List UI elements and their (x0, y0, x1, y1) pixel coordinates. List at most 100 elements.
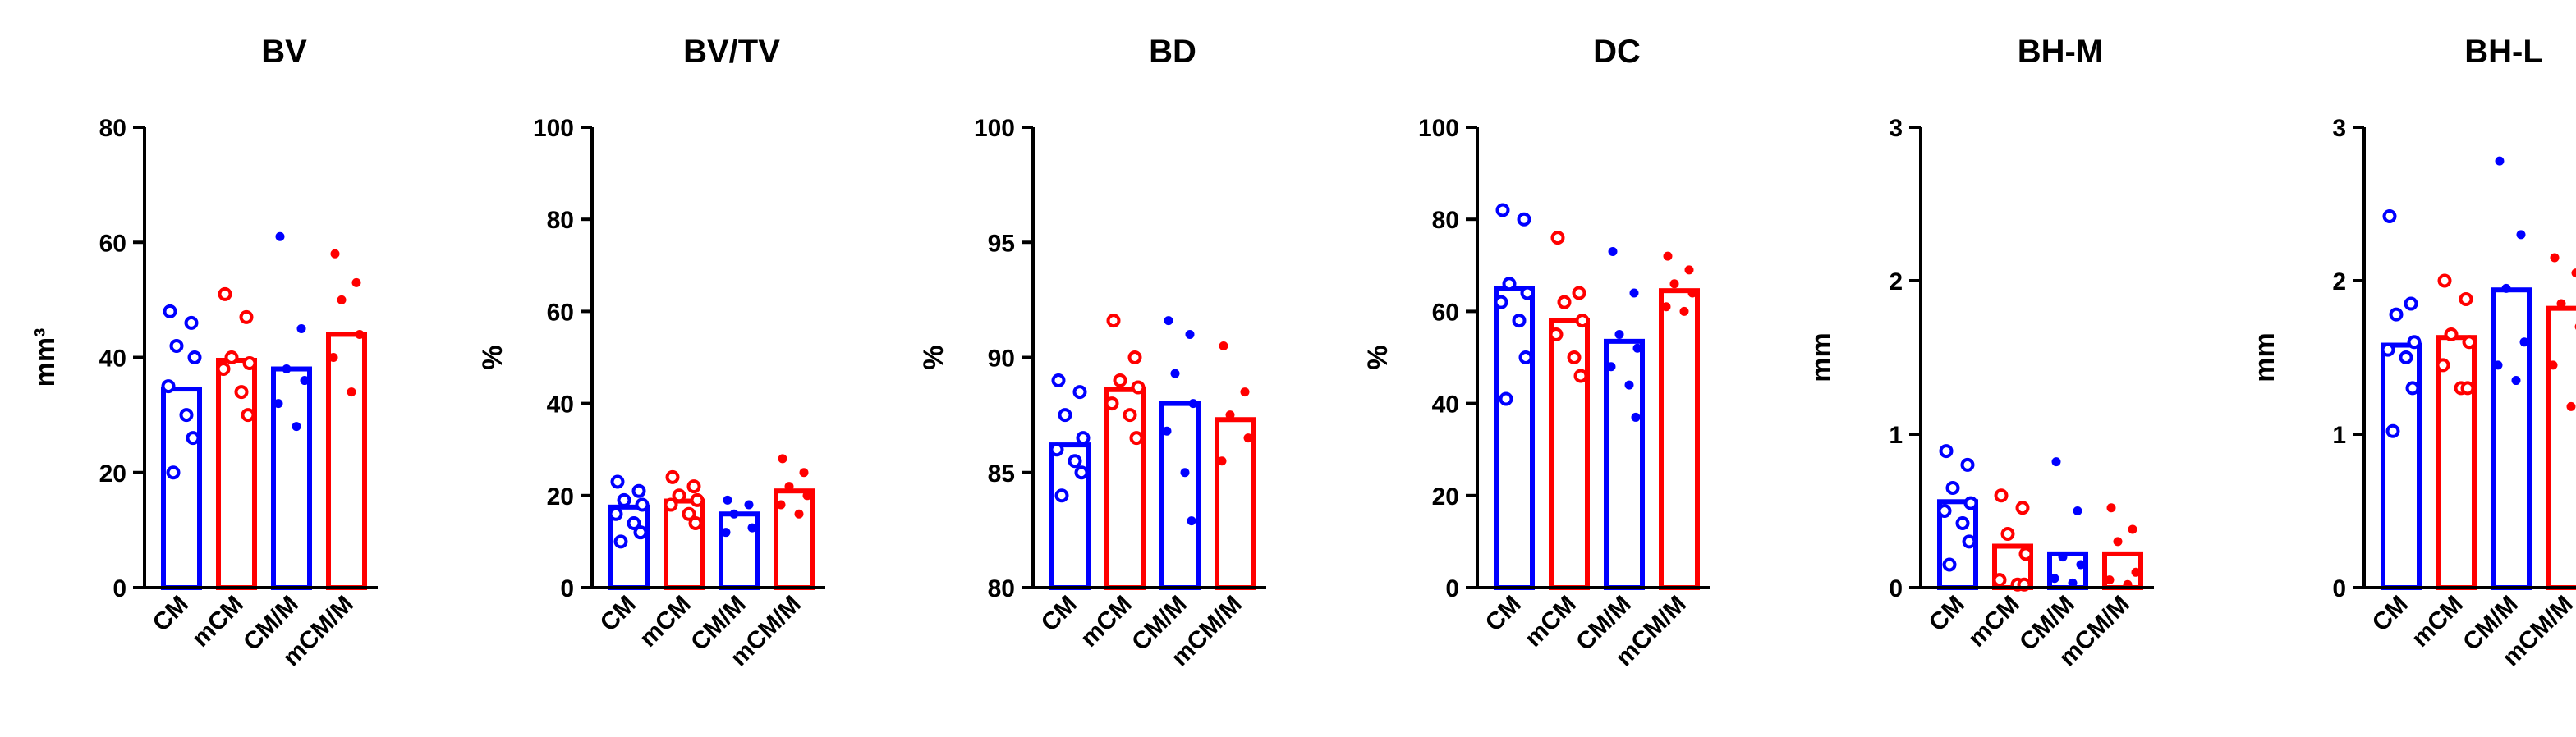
data-point (1180, 468, 1190, 478)
data-point (776, 500, 786, 510)
data-point (2436, 358, 2450, 373)
data-point (1937, 504, 1952, 518)
x-tick-label: CM (1481, 591, 1527, 637)
data-point (234, 385, 249, 400)
data-point (1994, 488, 2009, 503)
x-tick-label: mCM (1076, 591, 1137, 652)
data-point (672, 488, 686, 503)
panel-title: BV (261, 34, 307, 70)
data-point (682, 506, 696, 521)
data-point (169, 338, 184, 353)
data-point (2068, 578, 2078, 588)
data-point (1550, 231, 1565, 245)
bar-mcm-m (326, 332, 367, 590)
data-point (1606, 362, 1616, 372)
data-point (744, 500, 754, 510)
y-tick-label: 100 (974, 115, 1015, 142)
data-point (2385, 423, 2400, 438)
y-tick-label: 80 (1432, 207, 1459, 234)
x-tick-label: CM (1924, 591, 1970, 637)
y-axis-label: mm³ (30, 328, 61, 387)
data-point (1054, 488, 1069, 503)
data-point (1992, 573, 2007, 588)
data-point (2571, 268, 2576, 278)
data-point (1663, 251, 1673, 261)
x-tick-label: mCM (2407, 591, 2468, 652)
data-point (1164, 316, 1173, 326)
data-point (186, 431, 200, 446)
data-point (1955, 515, 1970, 530)
data-point (723, 495, 732, 505)
data-point (1631, 412, 1641, 422)
panel-title: DC (1593, 34, 1641, 70)
data-point (2018, 547, 2033, 561)
data-point (1225, 410, 1235, 420)
y-axis-label: % (477, 345, 508, 369)
y-tick-label: 85 (988, 460, 1015, 488)
x-tick-label: mCM (187, 591, 249, 652)
data-point (1669, 279, 1679, 289)
data-point (2389, 307, 2404, 322)
data-point (239, 309, 254, 324)
y-tick-label: 0 (560, 575, 574, 602)
data-point (2399, 350, 2413, 364)
data-point (2550, 253, 2560, 263)
data-point (1963, 496, 1978, 510)
data-point (166, 465, 181, 480)
data-point (1614, 329, 1624, 339)
data-point (355, 329, 365, 339)
data-point (179, 408, 194, 423)
data-point (1131, 380, 1146, 395)
data-point (1243, 433, 1253, 443)
data-point (1185, 329, 1195, 339)
data-point (1575, 314, 1590, 328)
data-point (300, 376, 310, 386)
data-point (1240, 387, 1250, 397)
y-tick-label: 1 (2332, 422, 2346, 449)
data-point (613, 534, 628, 549)
data-point (2106, 503, 2116, 513)
data-point (778, 454, 787, 464)
data-point (1123, 408, 1137, 423)
data-point (2511, 376, 2521, 386)
data-point (2548, 360, 2558, 370)
data-point (296, 323, 306, 333)
data-point (275, 231, 285, 241)
x-tick-label: CM (1036, 591, 1082, 637)
bar-mcm-m (2546, 305, 2576, 590)
data-point (799, 468, 809, 478)
panel-title: BH-M (2018, 34, 2103, 70)
data-point (1076, 431, 1091, 446)
data-point (161, 379, 176, 394)
data-point (282, 364, 292, 374)
data-point (1494, 295, 1508, 309)
data-point (1113, 373, 1127, 388)
data-point (1572, 286, 1586, 300)
data-point (2050, 574, 2059, 584)
data-point (1520, 286, 1535, 300)
data-point (1942, 557, 1957, 572)
y-tick-label: 60 (99, 230, 126, 257)
data-point (1679, 306, 1689, 316)
data-point (2076, 560, 2086, 570)
data-point (1049, 442, 1064, 457)
y-tick-label: 40 (1432, 391, 1459, 419)
data-point (1629, 288, 1639, 298)
panel-title: BH-L (2464, 34, 2543, 70)
y-axis-label: % (918, 345, 949, 369)
data-point (1517, 212, 1531, 227)
data-point (2556, 299, 2566, 309)
y-tick-label: 80 (547, 207, 574, 234)
data-point (330, 249, 340, 259)
data-point (1499, 391, 1513, 406)
data-point (1162, 426, 1172, 436)
data-point (2405, 381, 2420, 396)
data-point (2105, 575, 2115, 585)
data-point (2566, 401, 2576, 411)
data-point (1217, 456, 1227, 466)
data-point (1945, 480, 1960, 495)
data-point (635, 497, 650, 512)
data-point (2000, 527, 2015, 542)
